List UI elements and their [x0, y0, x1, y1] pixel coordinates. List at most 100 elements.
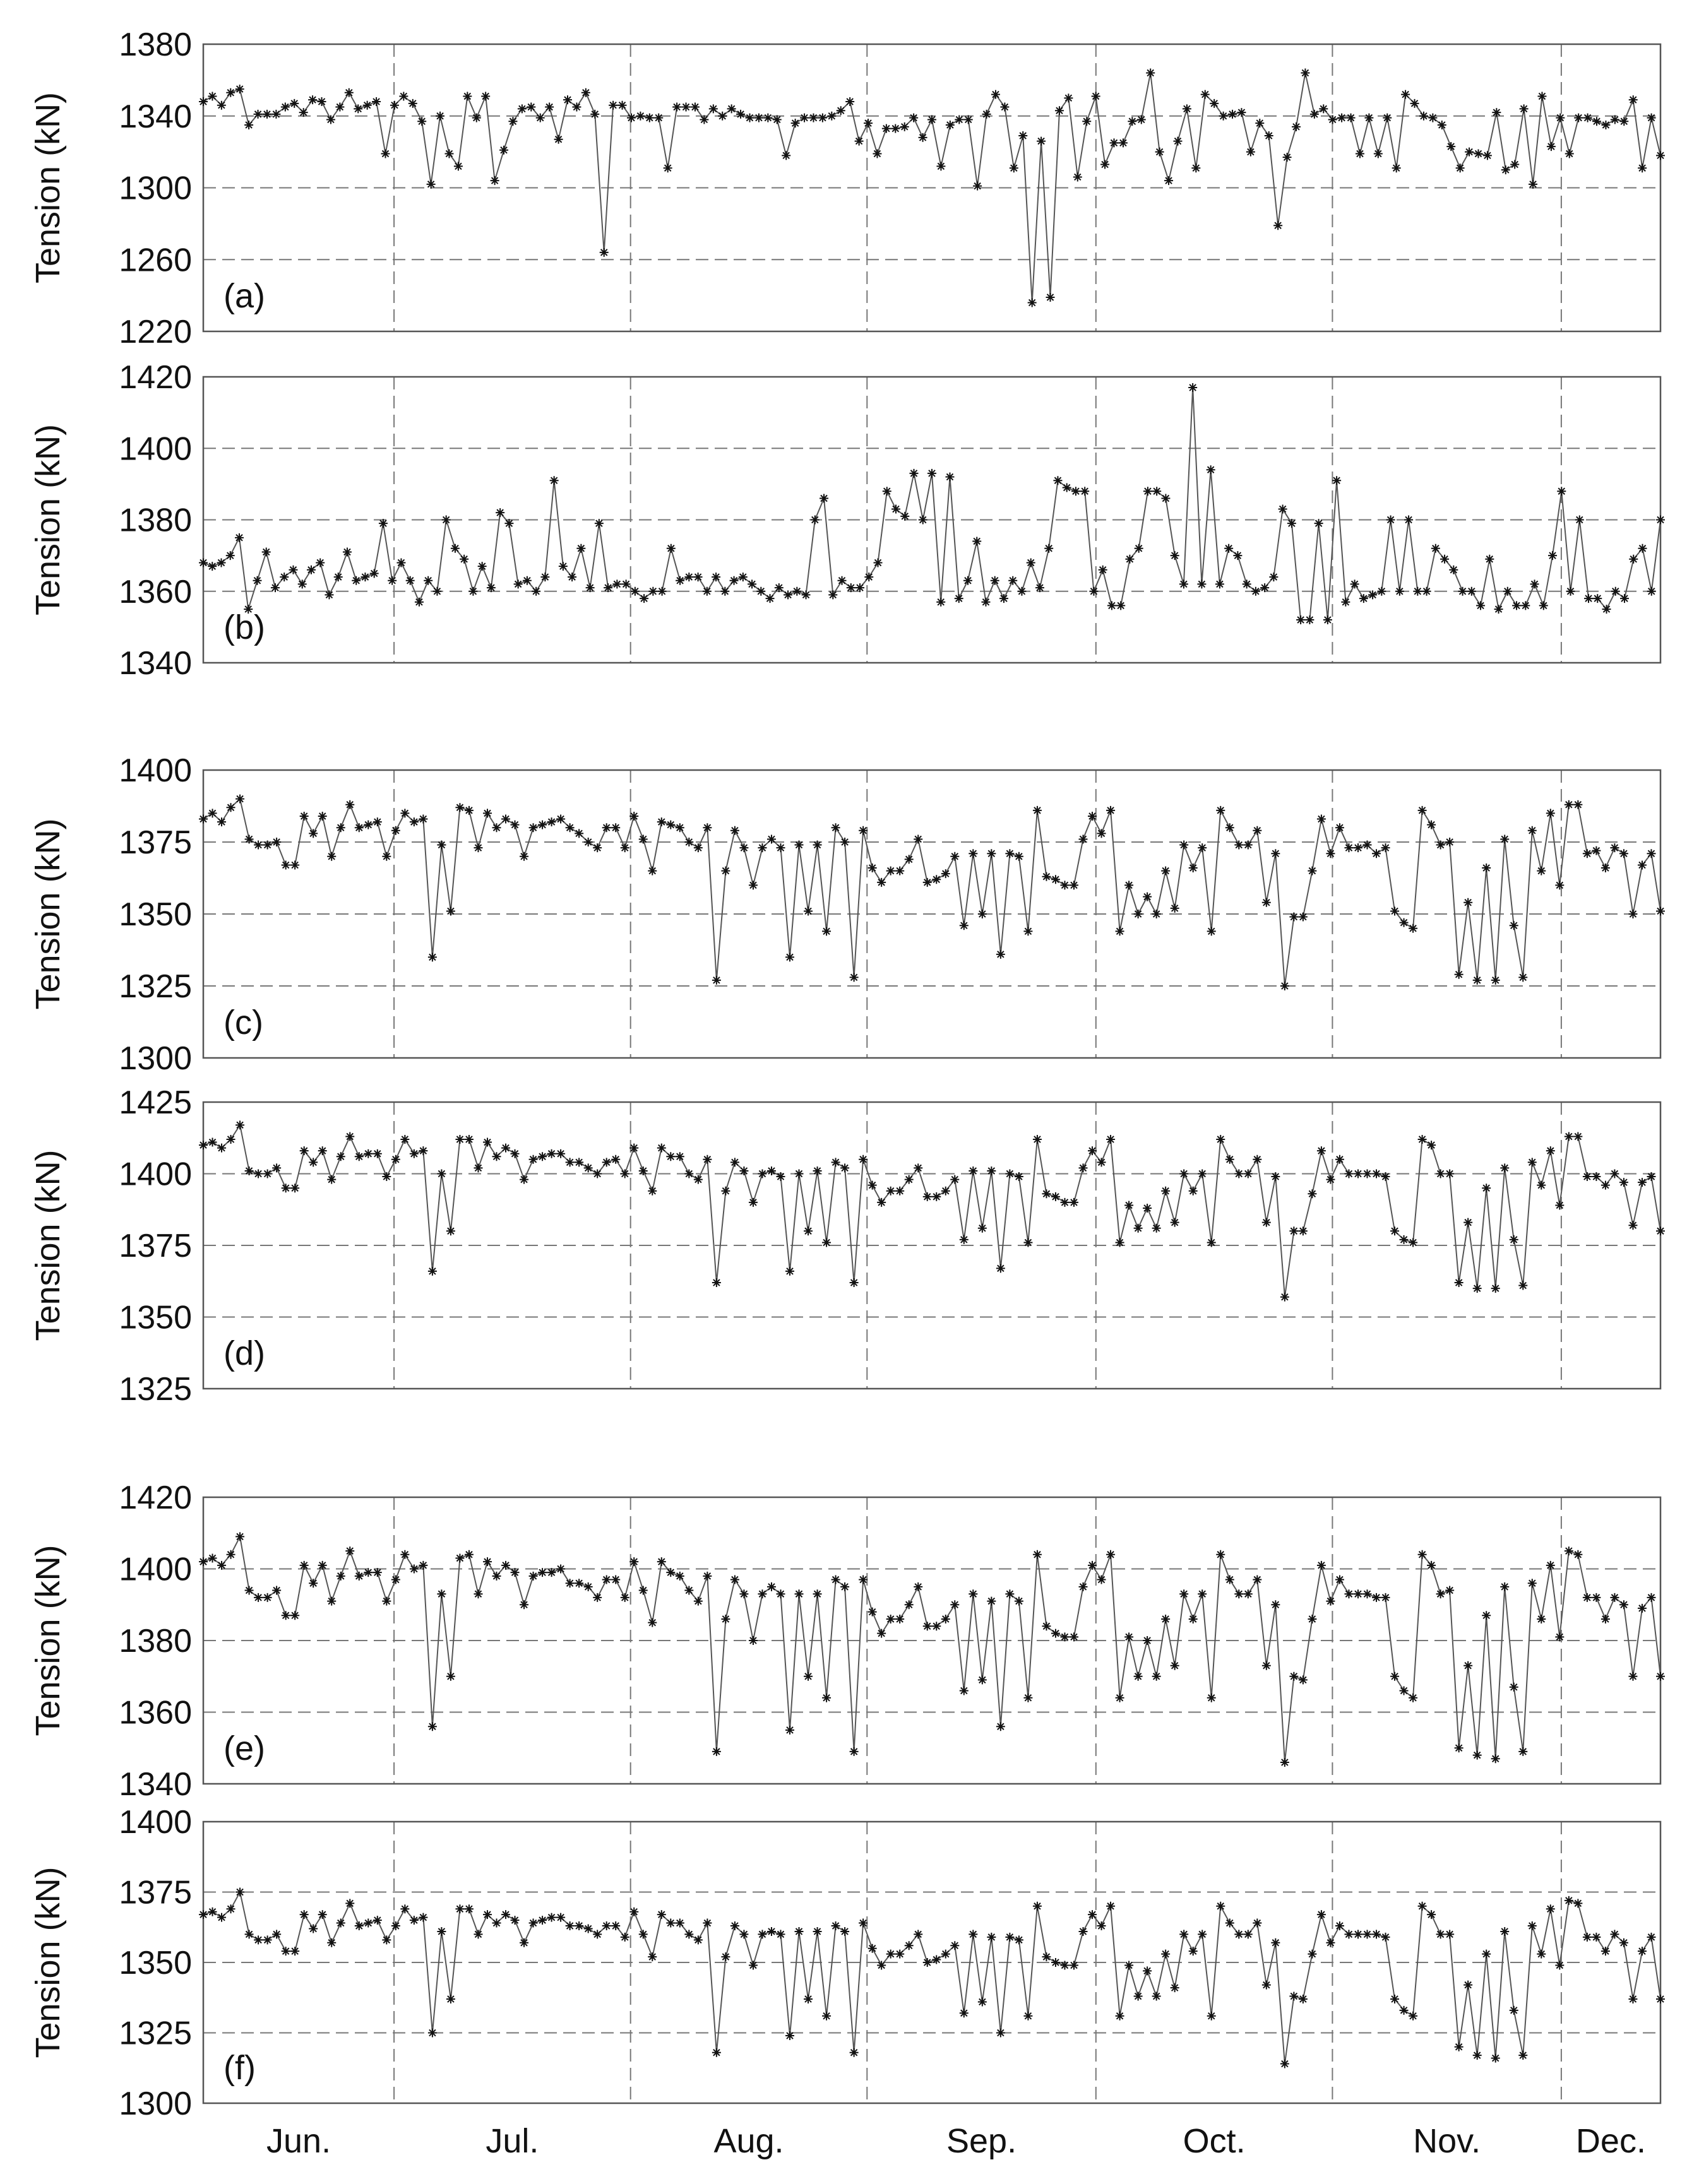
data-point [1454, 1278, 1463, 1288]
data-point [1073, 172, 1082, 182]
data-point [977, 1675, 987, 1685]
data-point [1225, 823, 1234, 833]
data-point [244, 1586, 254, 1595]
data-point [1436, 1589, 1445, 1599]
data-point [1509, 921, 1518, 930]
data-point [345, 1899, 355, 1908]
data-point [382, 1172, 391, 1182]
data-point [1133, 1991, 1143, 2001]
data-point [904, 1941, 914, 1950]
data-point [1582, 1932, 1592, 1942]
data-point [1179, 1169, 1189, 1178]
data-point [1278, 504, 1287, 514]
data-point [1628, 1671, 1638, 1681]
data-point [831, 1575, 840, 1584]
data-point [1463, 1980, 1473, 1990]
data-point [1309, 109, 1319, 119]
data-point [400, 1135, 410, 1144]
data-point [1152, 1991, 1161, 2001]
data-point [1521, 601, 1530, 610]
data-point [1337, 113, 1347, 122]
data-point [1323, 615, 1332, 625]
data-point [1326, 1175, 1335, 1184]
panel-tag: (e) [224, 1730, 265, 1767]
data-point [1527, 826, 1537, 835]
data-point [290, 1611, 300, 1620]
data-point [528, 1154, 538, 1164]
data-point [1314, 519, 1323, 528]
data-point [918, 133, 927, 142]
data-point [703, 1571, 712, 1581]
data-point [1353, 843, 1362, 853]
data-point [1305, 615, 1314, 625]
data-point [895, 866, 905, 875]
data-point [904, 855, 914, 864]
data-point [950, 1941, 960, 1950]
data-point [729, 576, 739, 585]
data-point [1188, 864, 1198, 873]
data-point [1537, 866, 1546, 875]
data-point [1454, 2042, 1463, 2051]
data-point [391, 826, 400, 835]
data-point [325, 590, 334, 600]
data-point [996, 2028, 1005, 2038]
data-point [396, 558, 406, 567]
y-tick-label: 1340 [119, 645, 192, 682]
data-point [1125, 554, 1135, 564]
data-point [1014, 852, 1023, 861]
data-point [504, 519, 514, 528]
data-point [262, 109, 271, 119]
data-point [721, 1952, 730, 1962]
data-point [822, 927, 832, 936]
data-point [836, 106, 845, 116]
data-point [361, 573, 370, 582]
data-point [235, 794, 245, 804]
plot-frame [202, 43, 1662, 333]
data-point [756, 586, 766, 596]
x-tick-label-month: Dec. [1576, 2122, 1646, 2160]
data-point [1368, 590, 1378, 600]
y-axis-label: Tension (kN) [29, 424, 67, 615]
data-point [545, 102, 554, 112]
data-point [1346, 113, 1356, 122]
data-point [583, 838, 593, 846]
data-point [1225, 1918, 1234, 1928]
data-point [648, 1952, 657, 1962]
data-point [499, 145, 509, 155]
data-point [845, 97, 855, 106]
data-point [638, 1166, 648, 1175]
data-point [281, 1184, 290, 1193]
data-point [891, 504, 901, 514]
data-point [1619, 117, 1629, 126]
data-point [776, 1930, 785, 1939]
data-point [1445, 838, 1455, 846]
y-tick-label: 1350 [119, 1300, 192, 1336]
data-point [1592, 1172, 1601, 1182]
data-point [482, 1137, 492, 1147]
data-point [1593, 594, 1602, 603]
data-point [1289, 1991, 1299, 2001]
data-point [1198, 1930, 1207, 1939]
data-point [758, 1930, 767, 1939]
data-point [538, 1568, 547, 1577]
data-point [217, 100, 226, 110]
panel-c: 1300 1325 1350 1375 1400 Tension (kN) (c) [29, 752, 1662, 1077]
data-point [822, 2011, 832, 2021]
data-point [758, 843, 767, 853]
data-point [1557, 487, 1566, 496]
data-point [621, 579, 631, 589]
data-point [427, 2028, 437, 2038]
data-point [945, 472, 955, 482]
data-point [914, 1163, 923, 1173]
data-point [973, 181, 982, 191]
data-point [1353, 1589, 1362, 1599]
data-point [520, 1175, 529, 1184]
data-point [1107, 601, 1116, 610]
data-point [813, 840, 822, 850]
data-point [583, 1924, 593, 1933]
data-point [345, 1546, 355, 1556]
data-point [547, 1913, 556, 1922]
data-point [657, 817, 666, 827]
data-point [1100, 160, 1110, 169]
data-point [1619, 1600, 1628, 1610]
